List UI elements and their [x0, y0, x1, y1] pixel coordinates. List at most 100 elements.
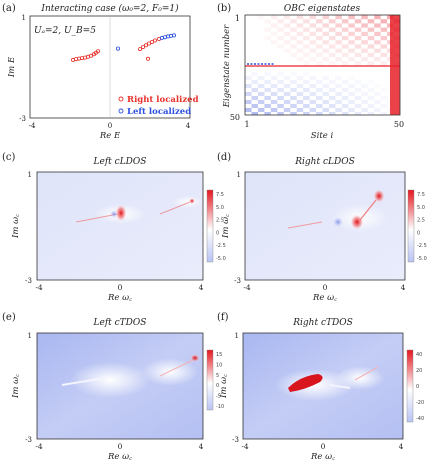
eigen-cell-upper: [303, 36, 310, 41]
eigen-cell-upper: [348, 23, 355, 28]
eigen-cell-lower: [277, 96, 284, 100]
eigen-cell-lower: [257, 76, 265, 80]
panel-d-blue-spot: [333, 217, 343, 227]
eigen-cell-lower: [309, 92, 317, 96]
eigen-cell-lower: [380, 104, 388, 108]
eigen-cell-upper: [303, 44, 310, 49]
colorbar-tick-label: 0: [417, 230, 420, 236]
panel-b: (b) OBC eigenstates 1 50 1 50 Site i Eig…: [217, 3, 404, 141]
data-point-right-17: [145, 56, 150, 61]
panel-b-ylabel: Eigenstate number: [222, 24, 232, 108]
panel-b-frame: [244, 14, 401, 116]
panel-d-title: Right cLDOS: [294, 157, 354, 167]
eigen-cell-upper: [303, 27, 310, 32]
legend-left-label: Left localized: [127, 107, 191, 117]
eigen-cell-lower: [316, 80, 323, 84]
eigen-cell-lower: [296, 108, 304, 112]
data-point-right-9: [96, 49, 101, 54]
colorbar-tick-label: -10: [216, 404, 224, 410]
eigen-cell-upper: [361, 15, 368, 20]
eigen-cell-upper: [296, 15, 304, 20]
panel-a-params: Uₐ=2, U_B=5: [34, 26, 96, 36]
eigen-cell-lower: [309, 108, 317, 112]
eigen-cell-upper: [341, 19, 349, 24]
panel-d-ytick-top: 1: [237, 171, 241, 179]
panel-a-label: (a): [2, 3, 16, 14]
panel-b-lower-pattern: [245, 72, 394, 115]
eigen-cell-lower: [251, 112, 258, 115]
eigen-cell-upper: [329, 44, 336, 49]
eigen-cell-lower: [277, 112, 284, 115]
panel-e-streak-2: [159, 359, 194, 377]
eigen-cell-upper: [277, 36, 284, 41]
eigen-cell-lower: [283, 100, 291, 104]
eigen-cell-upper: [374, 15, 381, 20]
eigen-cell-lower: [348, 84, 355, 88]
eigen-cell-upper: [322, 57, 329, 62]
eigen-cell-lower: [283, 92, 291, 96]
panel-d-ylabel: Im ω꜀: [221, 214, 231, 239]
panel-b-band: [390, 15, 400, 115]
eigen-cell-upper: [335, 48, 342, 53]
eigen-cell-lower: [361, 100, 368, 104]
colorbar-tick-label: -20: [416, 400, 424, 406]
panel-e-ytick-bottom: -3: [25, 436, 32, 444]
eigen-cell-lower: [367, 96, 375, 100]
eigen-cell-lower: [335, 84, 342, 88]
eigen-cell-lower: [341, 96, 349, 100]
panel-b-upper-pattern: [257, 15, 400, 66]
eigen-cell-lower: [341, 104, 349, 108]
colorbar-tick-label: 10: [216, 362, 222, 368]
eigen-cell-lower: [354, 80, 362, 84]
panel-f-ytick-bottom: -3: [232, 436, 239, 444]
eigen-cell-lower: [290, 104, 297, 108]
panel-c-title: Left cLDOS: [93, 157, 147, 167]
eigen-cell-upper: [367, 44, 375, 49]
eigen-cell-lower: [264, 88, 271, 92]
eigen-cell-lower: [316, 88, 323, 92]
panel-c-map: [37, 172, 203, 280]
eigen-cell-lower: [283, 108, 291, 112]
colorbar-tick-label: 15: [216, 352, 222, 358]
eigen-cell-upper: [283, 15, 291, 20]
eigen-cell-lower: [257, 100, 265, 104]
eigen-cell-upper: [316, 36, 323, 41]
colorbar-tick-label: 40: [416, 352, 422, 358]
eigen-cell-lower: [354, 104, 362, 108]
eigen-cell-lower: [270, 92, 278, 96]
panel-c-xtick-3: 4: [199, 283, 204, 292]
panel-b-heatmap: [245, 15, 400, 115]
panel-e-xtick-2: 0: [118, 442, 123, 451]
eigen-cell-upper: [348, 15, 355, 20]
eigen-cell-upper: [322, 40, 329, 45]
data-point-right-6: [89, 53, 94, 58]
panel-f-streak-2: [354, 366, 379, 381]
eigen-cell-lower: [270, 108, 278, 112]
eigen-cell-lower: [290, 96, 297, 100]
eigen-cell-upper: [380, 52, 388, 57]
eigen-cell-upper: [270, 40, 278, 45]
colorbar-tick-label: 0: [216, 383, 219, 389]
panel-e-title: Left cTDOS: [93, 318, 147, 328]
eigen-cell-lower: [374, 100, 381, 104]
panel-a-points: [71, 33, 176, 62]
eigen-cell-lower: [245, 108, 252, 112]
data-point-right-11: [140, 45, 145, 50]
colorbar-tick-label: -2.5: [216, 243, 226, 249]
panel-f-frame: [242, 332, 404, 440]
eigen-cell-upper: [316, 19, 323, 24]
eigen-cell-upper: [341, 52, 349, 57]
eigen-cell-upper: [296, 48, 304, 53]
colorbar-tick-label: -2.5: [417, 243, 427, 249]
eigen-cell-lower: [329, 112, 336, 115]
eigen-cell-upper: [361, 40, 368, 45]
eigen-cell-upper: [354, 27, 362, 32]
eigen-cell-lower: [322, 92, 329, 96]
eigen-cell-lower: [257, 108, 265, 112]
eigen-cell-upper: [309, 15, 317, 20]
eigen-cell-lower: [303, 112, 310, 115]
panel-d-colorbar-ticks: 7.5 5.0 2.5 0 -2.5 -5.0: [417, 192, 427, 262]
panel-c-xlabel: Re ω꜀: [107, 293, 132, 303]
colorbar-tick-label: -40: [416, 416, 424, 422]
eigen-cell-upper: [374, 23, 381, 28]
